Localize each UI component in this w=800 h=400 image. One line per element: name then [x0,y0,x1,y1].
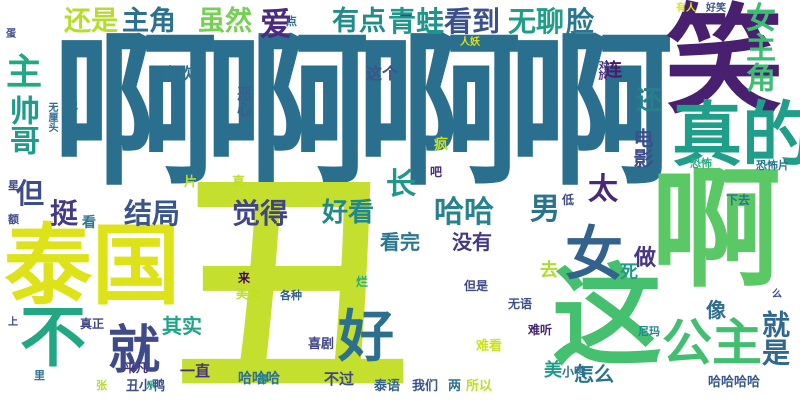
word: 各种 [280,289,302,302]
word: 公主 [662,314,762,372]
word: 有人 [676,3,696,14]
word: 低 [562,193,575,207]
word: 帅哥 [4,95,39,155]
word: 真正 [80,317,105,331]
word: 还 [636,86,663,116]
word: 主 [6,52,43,93]
word: 不过 [324,370,355,388]
word: 不 [20,299,86,376]
word: 女 [565,220,624,288]
word: 挺 [50,197,79,230]
word: 点 [286,15,297,28]
word: 乐 [146,381,156,392]
word: 丑小鸭 [126,379,166,394]
word: 里 [34,369,45,382]
word: 上 [8,317,18,328]
word: 恶心 [235,86,253,116]
word: 么 [772,289,782,300]
word: 这 [552,253,662,381]
word: 这个 [366,64,399,83]
word: 烂 [356,275,369,289]
word: 小鸭 [562,365,587,379]
word: 看 [82,215,96,231]
word: 还是 [64,6,118,37]
word: 无语 [508,297,533,311]
word: 无厘头 [46,102,57,132]
word: 得 [258,375,268,386]
word: 哈哈哈哈 [708,375,761,390]
word: 疯 [434,137,448,153]
word: 来 [238,271,251,285]
word: 好笑 [706,3,726,14]
word: 美女 [236,287,261,301]
word: 啊 [629,160,781,290]
word: 张 [96,379,107,392]
word: 但 [16,177,45,210]
word: 星 [8,179,19,192]
word: 一直 [180,362,211,380]
word: 一 [400,9,413,23]
word: 吧 [430,165,443,179]
word: 电影 [630,128,654,168]
word: 看完 [380,230,420,254]
word: 蛋 [6,29,16,40]
word: 哈哈哈 [238,371,280,387]
word: 脸 [566,5,595,38]
word: 喜剧 [308,337,335,352]
word: 男 [530,192,560,227]
word: 去 [540,260,558,281]
word: 我们 [412,379,439,394]
word: 但是 [464,279,489,293]
word: 哈哈 [434,195,494,230]
word: 看到 [444,5,501,38]
word: 好看 [322,198,375,228]
word: 太 [588,172,618,207]
word: 死 [620,262,638,283]
word: 女主角 [740,2,775,92]
word: 美 [544,360,562,381]
word: 连 [604,60,622,81]
word: 难听 [528,323,553,337]
word: 真 [232,175,246,190]
word: 青蛙 [388,5,445,38]
word: 恐怖片 [756,159,789,172]
word: 结局 [124,197,181,230]
word: 泰国 [4,214,181,317]
word: 两 [448,379,462,394]
word: 额 [8,213,19,226]
word: 难看 [476,339,503,354]
word: 觉得 [232,197,289,230]
word: 平凡 [124,361,149,375]
word: 啊啊啊啊 [52,16,674,209]
word: 爱 [260,5,293,43]
word: 片 [184,175,198,190]
word: 虽然 [198,6,252,37]
word: 好 [338,305,394,370]
word: 泰语 [374,379,401,394]
word: 怎么 [574,362,614,386]
word: 所以 [466,379,493,394]
word: 没有 [452,230,492,254]
word: 像 [706,298,726,322]
word: 有点 [332,6,386,37]
word: 就是 [758,310,791,366]
word: 对於 [596,60,607,80]
word: 做 [634,246,657,271]
word: 尼玛 [638,325,660,338]
word: 就 [108,321,161,381]
word: 无聊 [508,5,565,38]
word: 主角 [122,6,176,37]
word: 长 [386,167,416,202]
word: 人妖 [460,37,480,48]
word: 下去 [726,193,751,207]
word: 笑 [665,0,784,130]
word: 丑 [175,151,410,400]
word: 喜欢 [162,64,195,83]
word: 恐怖 [690,157,712,170]
word: 真的 [672,94,800,176]
word: 其实 [162,314,202,338]
word: 说 [68,101,78,112]
